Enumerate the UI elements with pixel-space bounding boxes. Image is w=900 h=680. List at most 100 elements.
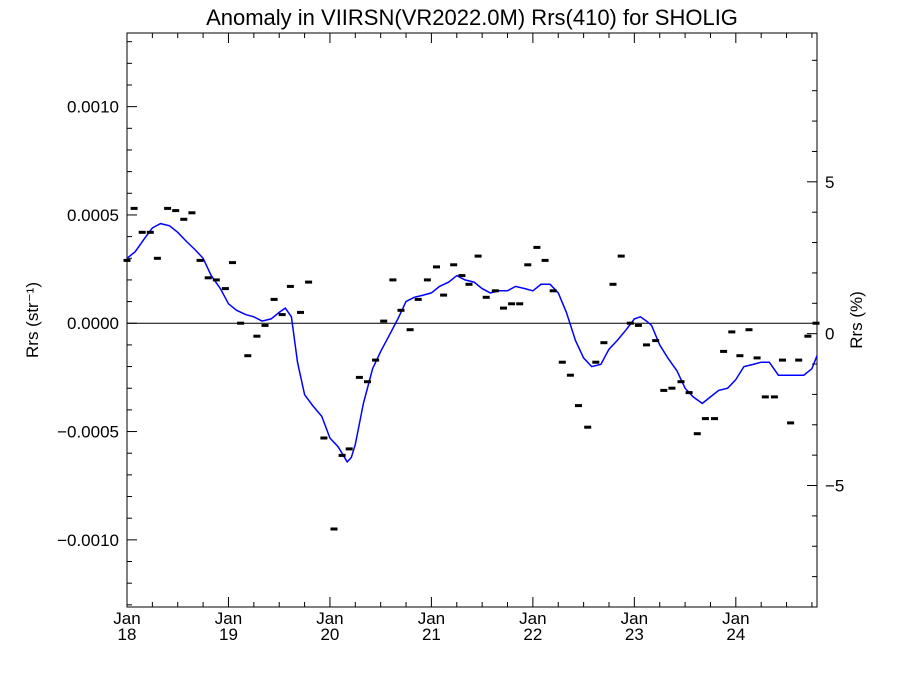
data-marker	[146, 230, 154, 234]
data-marker	[450, 263, 458, 267]
data-marker	[164, 206, 172, 210]
data-marker	[736, 354, 744, 358]
data-marker	[364, 380, 371, 384]
data-marker	[458, 274, 466, 278]
data-marker	[397, 308, 405, 312]
x-tick-label-month: Jan	[722, 609, 749, 628]
x-tick-label-year: 20	[320, 625, 339, 644]
data-marker	[196, 258, 204, 262]
data-marker	[795, 358, 803, 362]
data-marker	[745, 328, 753, 332]
data-marker	[153, 256, 161, 260]
data-marker	[212, 278, 220, 282]
data-marker	[130, 206, 138, 210]
data-marker	[728, 330, 736, 334]
data-marker	[172, 209, 180, 213]
data-marker	[474, 254, 482, 258]
trend-line	[126, 222, 818, 464]
data-marker	[338, 453, 346, 457]
x-tick-label-year: 18	[118, 625, 137, 644]
data-marker	[787, 421, 795, 425]
y-tick-label: −0.0010	[57, 531, 119, 550]
data-marker	[389, 278, 397, 282]
data-marker	[204, 276, 212, 280]
x-tick-label-month: Jan	[316, 609, 343, 628]
data-marker	[237, 321, 245, 325]
data-marker	[180, 217, 188, 221]
data-marker	[693, 432, 701, 436]
data-marker	[330, 527, 338, 531]
data-marker	[668, 386, 676, 390]
data-marker	[414, 297, 422, 301]
y2-axis-label: Rrs (%)	[847, 291, 866, 349]
data-marker	[617, 254, 625, 258]
data-marker	[305, 280, 313, 284]
data-marker	[355, 375, 363, 379]
data-marker	[652, 339, 660, 343]
data-marker	[643, 343, 650, 347]
data-marker	[297, 310, 304, 314]
plot-border	[126, 32, 818, 608]
data-marker	[516, 302, 524, 306]
data-marker	[600, 341, 608, 345]
y-tick-label: −0.0005	[57, 423, 119, 442]
data-marker	[380, 319, 388, 323]
data-marker	[491, 289, 499, 293]
data-marker	[677, 380, 685, 384]
x-tick-label-year: 22	[523, 625, 542, 644]
data-marker	[244, 354, 252, 358]
data-marker	[566, 373, 574, 377]
data-marker	[123, 258, 131, 262]
data-marker	[558, 360, 566, 364]
data-marker	[660, 388, 668, 392]
x-tick-label-month: Jan	[621, 609, 648, 628]
data-marker	[372, 358, 380, 362]
data-marker	[406, 328, 414, 332]
data-marker	[423, 278, 431, 282]
data-marker	[761, 395, 769, 399]
data-marker	[261, 323, 269, 327]
data-marker	[221, 287, 229, 291]
data-marker	[584, 425, 592, 429]
data-marker	[685, 391, 693, 395]
data-marker	[720, 349, 728, 353]
x-tick-label-month: Jan	[519, 609, 546, 628]
x-tick-label-year: 21	[422, 625, 441, 644]
data-marker	[533, 245, 541, 249]
data-marker	[753, 356, 761, 360]
blue-trend-line-series	[126, 222, 818, 464]
x-tick-label-year: 19	[219, 625, 238, 644]
data-marker	[188, 211, 196, 215]
data-marker	[508, 302, 516, 306]
data-marker	[804, 334, 812, 338]
data-marker	[592, 360, 600, 364]
data-marker	[229, 261, 236, 265]
data-marker	[500, 306, 507, 310]
y2-tick-label: 5	[825, 173, 834, 192]
data-marker	[433, 265, 440, 269]
data-marker	[634, 323, 642, 327]
data-marker	[253, 334, 261, 338]
y-axis-right: 5 0 −5	[807, 59, 844, 608]
plot-frame	[126, 32, 818, 608]
data-marker	[465, 282, 473, 286]
x-tick-label-year: 24	[726, 625, 745, 644]
data-marker	[812, 321, 820, 325]
y-axis-left: 0.0010 0.0005 0.0000 −0.0005 −0.0010	[57, 41, 137, 606]
data-marker	[524, 263, 532, 267]
data-marker	[345, 447, 353, 451]
data-marker	[701, 417, 709, 421]
x-tick-label-month: Jan	[113, 609, 140, 628]
data-marker	[482, 295, 490, 299]
data-marker	[779, 358, 786, 362]
data-marker	[609, 282, 617, 286]
y-tick-label: 0.0005	[67, 206, 119, 225]
data-marker	[138, 230, 146, 234]
data-marker	[711, 417, 718, 421]
y-tick-label: 0.0010	[67, 98, 119, 117]
y2-tick-label: 0	[825, 325, 834, 344]
data-marker	[440, 293, 448, 297]
